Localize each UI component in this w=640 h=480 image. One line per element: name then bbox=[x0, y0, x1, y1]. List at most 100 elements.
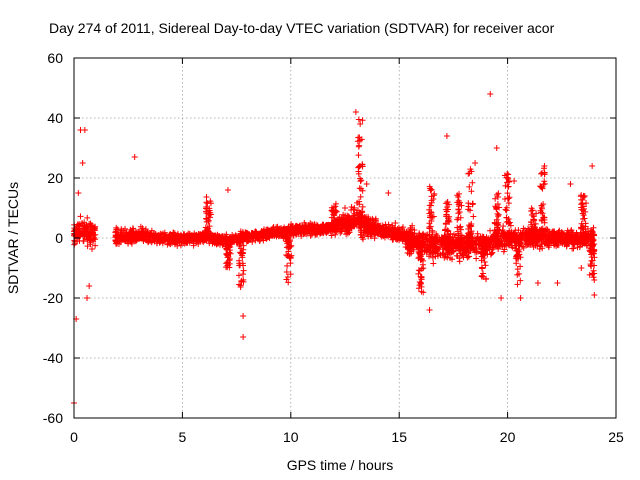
data-point bbox=[583, 200, 590, 207]
data-point bbox=[539, 225, 546, 232]
y-axis-label: SDTVAR / TECUs bbox=[5, 182, 21, 294]
data-point bbox=[148, 239, 155, 246]
data-point bbox=[348, 225, 355, 232]
data-point bbox=[580, 192, 587, 199]
data-point bbox=[465, 170, 472, 177]
data-point bbox=[455, 232, 462, 239]
data-point bbox=[283, 276, 290, 283]
data-point bbox=[245, 231, 252, 238]
data-point bbox=[284, 273, 291, 280]
data-point bbox=[399, 225, 406, 232]
data-point bbox=[174, 232, 181, 239]
data-point bbox=[428, 233, 435, 240]
data-point bbox=[516, 236, 523, 243]
data-point bbox=[407, 234, 414, 241]
data-point bbox=[140, 233, 147, 240]
data-point bbox=[482, 262, 489, 269]
data-point bbox=[332, 209, 339, 216]
data-point bbox=[489, 246, 496, 253]
data-point bbox=[567, 181, 574, 187]
data-point bbox=[120, 236, 127, 243]
data-point bbox=[424, 246, 431, 253]
data-point bbox=[487, 237, 494, 244]
x-tick-label: 10 bbox=[283, 429, 299, 445]
data-point bbox=[83, 224, 90, 231]
data-point bbox=[352, 109, 359, 115]
data-point bbox=[465, 253, 472, 260]
data-point bbox=[544, 226, 551, 233]
data-point bbox=[240, 267, 247, 274]
data-point bbox=[415, 285, 422, 292]
data-point bbox=[578, 201, 585, 208]
data-point bbox=[207, 211, 214, 218]
data-point bbox=[493, 227, 500, 234]
data-point bbox=[495, 211, 502, 218]
data-point bbox=[493, 216, 500, 223]
data-point bbox=[226, 256, 233, 263]
data-point bbox=[467, 207, 474, 214]
data-point bbox=[80, 238, 87, 245]
x-tick-label: 15 bbox=[391, 429, 407, 445]
data-point bbox=[311, 224, 318, 231]
data-point bbox=[591, 292, 598, 298]
data-point bbox=[415, 232, 422, 239]
data-point bbox=[522, 240, 529, 247]
data-point bbox=[362, 228, 369, 235]
data-point bbox=[483, 234, 490, 241]
data-point bbox=[500, 229, 507, 236]
data-point bbox=[236, 260, 243, 267]
data-point bbox=[495, 190, 502, 197]
data-point bbox=[365, 233, 372, 240]
data-point bbox=[541, 170, 548, 177]
data-point bbox=[524, 235, 531, 242]
data-point bbox=[236, 238, 243, 245]
data-point bbox=[287, 271, 294, 278]
y-tick-label: 60 bbox=[47, 50, 63, 66]
data-point bbox=[545, 233, 552, 240]
data-point bbox=[509, 244, 516, 251]
data-point bbox=[579, 240, 586, 247]
data-point bbox=[168, 234, 175, 241]
data-point bbox=[551, 242, 558, 249]
data-point bbox=[541, 163, 548, 169]
data-point bbox=[370, 217, 377, 224]
data-point bbox=[467, 247, 474, 254]
data-point bbox=[285, 248, 292, 255]
data-point bbox=[132, 229, 139, 236]
data-point bbox=[206, 214, 213, 221]
data-point bbox=[358, 177, 365, 184]
data-point bbox=[566, 231, 573, 238]
data-point bbox=[455, 194, 462, 201]
data-point bbox=[582, 223, 589, 230]
data-point bbox=[321, 225, 328, 232]
data-point bbox=[331, 216, 338, 223]
data-point bbox=[505, 175, 512, 182]
data-point bbox=[77, 213, 84, 220]
data-point bbox=[283, 251, 290, 258]
data-point bbox=[251, 228, 258, 235]
data-point bbox=[517, 263, 524, 270]
data-point bbox=[283, 269, 290, 276]
data-point bbox=[236, 242, 243, 249]
data-point bbox=[336, 214, 343, 221]
data-point bbox=[278, 226, 285, 233]
data-point bbox=[113, 236, 120, 243]
data-point bbox=[204, 226, 211, 233]
data-point bbox=[197, 234, 204, 241]
data-point bbox=[252, 234, 259, 241]
data-point bbox=[112, 232, 119, 239]
data-point bbox=[84, 295, 91, 301]
data-point bbox=[308, 231, 315, 238]
data-point bbox=[363, 181, 370, 187]
data-point bbox=[355, 134, 362, 141]
data-point bbox=[206, 223, 213, 230]
y-tick-label: 20 bbox=[47, 170, 63, 186]
data-point bbox=[239, 249, 246, 256]
data-point bbox=[418, 255, 425, 262]
data-point bbox=[240, 262, 247, 269]
data-point bbox=[456, 190, 463, 197]
data-point bbox=[257, 237, 264, 244]
data-point bbox=[487, 91, 494, 97]
y-tick-label: -20 bbox=[43, 290, 63, 306]
data-point bbox=[587, 235, 594, 242]
